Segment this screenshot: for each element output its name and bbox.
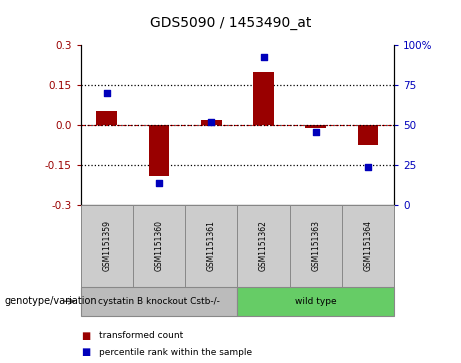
Point: [103, 90, 111, 96]
Bar: [96, 111, 117, 125]
Text: GSM1151360: GSM1151360: [154, 220, 164, 272]
Text: GDS5090 / 1453490_at: GDS5090 / 1453490_at: [150, 16, 311, 30]
Text: cystatin B knockout Cstb-/-: cystatin B knockout Cstb-/-: [98, 297, 220, 306]
Text: genotype/variation: genotype/variation: [5, 296, 97, 306]
Text: ■: ■: [81, 331, 90, 341]
Bar: [305, 125, 326, 129]
Point: [155, 180, 163, 185]
Point: [207, 119, 215, 125]
Text: wild type: wild type: [295, 297, 337, 306]
Text: GSM1151359: GSM1151359: [102, 220, 111, 272]
Text: GSM1151362: GSM1151362: [259, 220, 268, 272]
Bar: [358, 125, 378, 145]
Text: percentile rank within the sample: percentile rank within the sample: [99, 348, 252, 356]
Bar: [201, 120, 222, 125]
Point: [260, 54, 267, 60]
Text: transformed count: transformed count: [99, 331, 183, 340]
Text: GSM1151364: GSM1151364: [364, 220, 372, 272]
Bar: [253, 72, 274, 125]
Point: [312, 129, 319, 135]
Text: ■: ■: [81, 347, 90, 357]
Bar: [148, 125, 170, 176]
Text: GSM1151361: GSM1151361: [207, 220, 216, 272]
Point: [364, 164, 372, 170]
Text: GSM1151363: GSM1151363: [311, 220, 320, 272]
